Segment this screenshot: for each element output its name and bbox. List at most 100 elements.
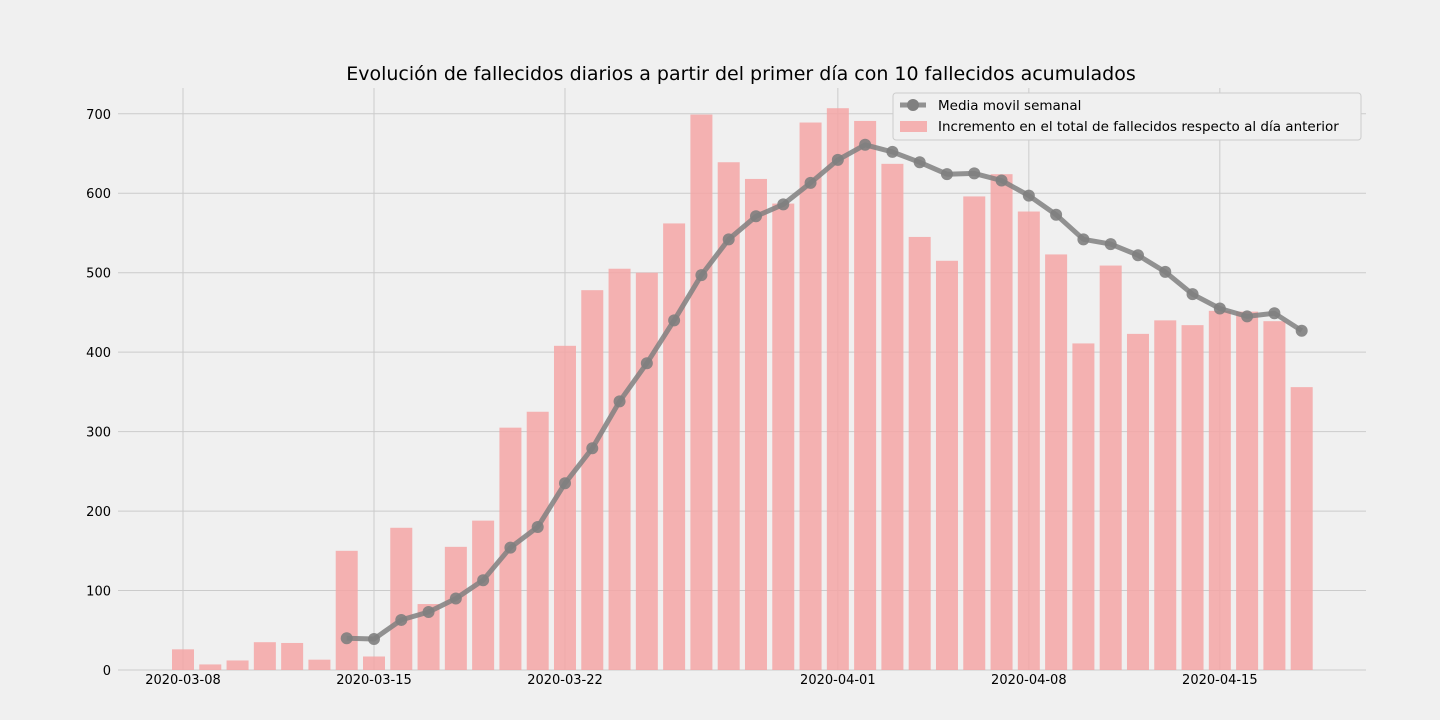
chart-title: Evolución de fallecidos diarios a partir…: [346, 63, 1136, 85]
x-tick-label: 2020-03-15: [336, 673, 412, 688]
moving-average-point: [395, 613, 408, 626]
bar: [1290, 387, 1313, 670]
moving-average-point: [1186, 288, 1199, 301]
bar: [881, 163, 904, 670]
x-tick-label: 2020-04-15: [1182, 673, 1258, 688]
legend-marker-swatch: [907, 99, 919, 111]
bar: [690, 114, 713, 671]
y-tick-label: 500: [86, 267, 111, 282]
bar: [1208, 310, 1231, 670]
bar: [663, 223, 686, 670]
moving-average-point: [367, 633, 380, 646]
axes: 0 100 200 300 400 500 600 700 2020-03-08 2020-03-…: [86, 108, 1257, 688]
bar: [1126, 333, 1149, 670]
moving-average-point: [804, 176, 817, 189]
moving-average-point: [940, 168, 953, 181]
x-tick-label: 2020-04-01: [800, 673, 876, 688]
y-tick-label: 0: [103, 664, 111, 679]
moving-average-point: [504, 541, 517, 554]
moving-average-point: [1268, 307, 1281, 320]
y-tick-label: 700: [86, 108, 111, 123]
legend-label-bars: Incremento en el total de fallecidos res…: [938, 119, 1339, 135]
moving-average-point: [859, 138, 872, 151]
legend-bar-swatch: [900, 121, 927, 132]
moving-average-point: [1159, 265, 1172, 278]
bar: [799, 122, 822, 671]
moving-average-point: [613, 395, 626, 408]
bar: [772, 203, 795, 670]
moving-average-point: [640, 357, 653, 370]
bar: [308, 659, 331, 670]
bar: [553, 345, 576, 670]
bar: [281, 642, 304, 670]
moving-average-point: [1050, 208, 1063, 221]
y-tick-label: 400: [86, 346, 111, 361]
moving-average-point: [422, 605, 435, 618]
moving-average-point: [995, 174, 1008, 187]
moving-average-point: [1077, 233, 1090, 246]
bar: [253, 642, 276, 670]
legend-box: [892, 92, 1362, 141]
moving-average-point: [831, 153, 844, 166]
bar: [935, 260, 958, 670]
bar: [608, 268, 631, 670]
moving-average-point: [749, 210, 762, 223]
bar: [963, 196, 986, 670]
bar: [990, 174, 1013, 670]
y-tick-label: 600: [86, 187, 111, 202]
bar: [1099, 265, 1122, 670]
bar: [444, 546, 467, 670]
moving-average-point: [1295, 324, 1308, 337]
x-tick-label: 2020-03-08: [145, 673, 221, 688]
bar: [854, 120, 877, 671]
bar: [826, 108, 849, 670]
bar: [581, 290, 604, 670]
moving-average-point: [340, 632, 353, 645]
bar: [362, 656, 385, 670]
moving-average-point: [477, 574, 490, 587]
bar: [908, 236, 931, 670]
bar: [1045, 254, 1068, 670]
moving-average-point: [777, 198, 790, 211]
x-tick-label: 2020-04-08: [991, 673, 1067, 688]
bar: [1181, 325, 1204, 670]
bar: [226, 660, 249, 670]
y-tick-label: 200: [86, 505, 111, 520]
moving-average-point: [1213, 302, 1226, 315]
y-tick-label: 100: [86, 585, 111, 600]
moving-average-point: [886, 145, 899, 158]
y-tick-label: 300: [86, 426, 111, 441]
moving-average-point: [722, 233, 735, 246]
bar: [635, 272, 658, 670]
bar: [172, 649, 194, 670]
moving-average-point: [968, 167, 981, 180]
bar: [199, 664, 222, 670]
moving-average-point: [586, 442, 599, 455]
bar: [1263, 321, 1286, 670]
bar: [472, 520, 495, 670]
bar: [1072, 343, 1095, 670]
x-tick-label: 2020-03-22: [527, 673, 603, 688]
bar: [1236, 311, 1259, 670]
moving-average-point: [449, 592, 462, 605]
bar: [526, 411, 549, 670]
bar: [1017, 211, 1040, 670]
moving-average-point: [1022, 189, 1035, 202]
bar: [744, 178, 767, 670]
moving-average-line: [340, 138, 1308, 646]
moving-average-point: [531, 520, 544, 533]
moving-average-point: [1241, 310, 1254, 323]
moving-average-point: [1131, 249, 1144, 262]
bar: [1154, 320, 1177, 670]
bar: [417, 604, 440, 670]
moving-average-point: [558, 477, 571, 490]
legend: Media movil semanal Incremento en el tot…: [892, 92, 1362, 141]
moving-average-point: [695, 269, 708, 282]
moving-average-point: [1104, 238, 1117, 251]
bar: [390, 527, 413, 670]
bars: [172, 108, 1313, 671]
legend-label-line: Media movil semanal: [938, 98, 1081, 114]
bar: [717, 162, 740, 670]
